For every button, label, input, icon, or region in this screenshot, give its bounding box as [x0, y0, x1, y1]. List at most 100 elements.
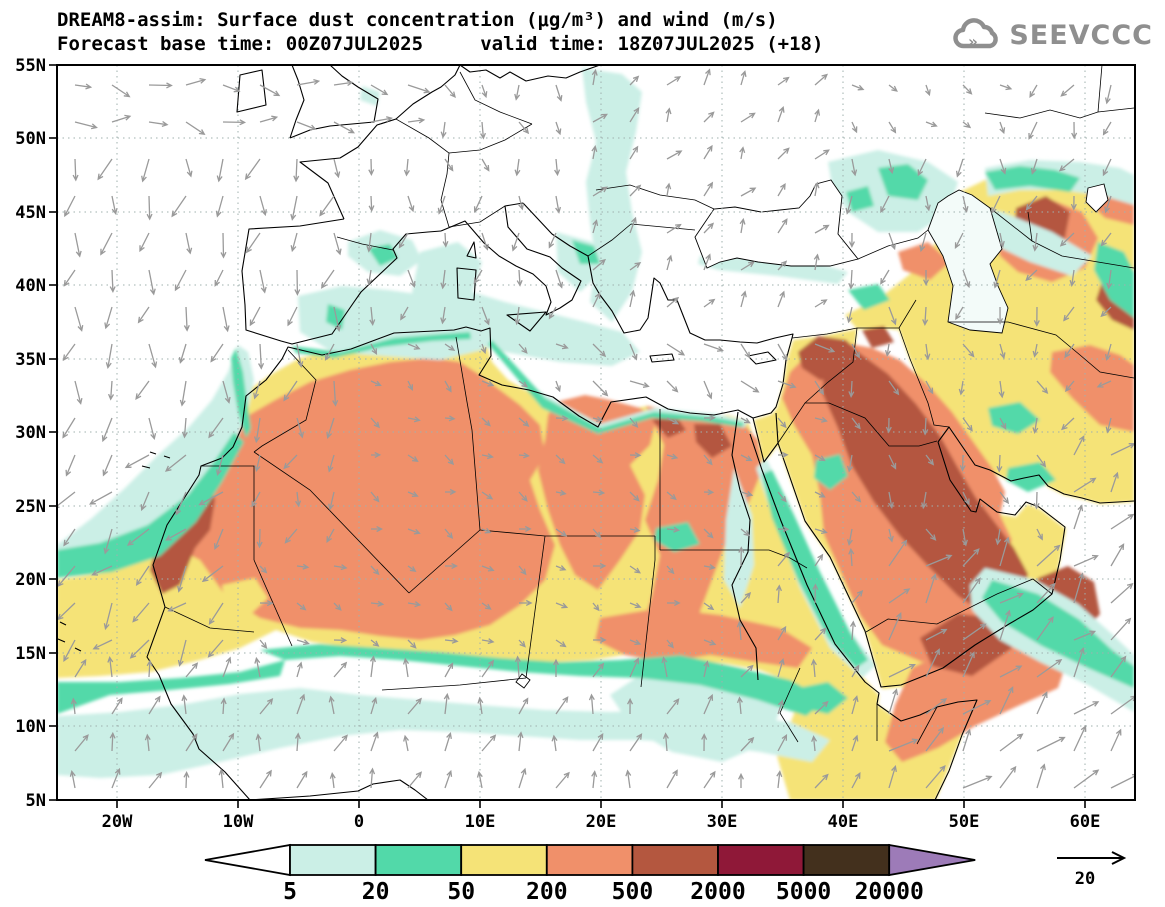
lat-tick-label: 55N [15, 56, 46, 76]
wind-arrow [666, 491, 677, 501]
wind-arrow [962, 269, 971, 289]
wind-arrow [103, 528, 113, 555]
wind-arrow [259, 195, 267, 217]
wind-arrow [888, 84, 898, 92]
wind-arrow [74, 306, 84, 332]
wind-arrow [1063, 306, 1075, 322]
wind-arrow [592, 562, 607, 569]
wind-arrow [925, 726, 945, 752]
wind-arrow [848, 269, 855, 290]
wind-arrow [111, 195, 118, 215]
wind-arrow [740, 417, 751, 424]
wind-arrow [407, 565, 417, 573]
wind-arrow [185, 232, 193, 255]
wind-arrow [256, 528, 263, 549]
wind-arrow [296, 602, 307, 611]
wind-arrow [222, 732, 235, 752]
wind-arrow [185, 121, 206, 136]
wind-arrow [962, 343, 975, 358]
wind-arrow [216, 158, 224, 183]
wind-arrow [961, 528, 968, 547]
wind-arrow [124, 454, 150, 469]
wind-arrow [259, 697, 274, 715]
border-path [779, 667, 938, 745]
wind-arrow [1106, 269, 1113, 290]
wind-arrow [111, 84, 131, 98]
wind-arrow [249, 306, 261, 327]
reference-arrow-icon [1057, 851, 1127, 865]
wind-arrow [407, 454, 419, 462]
wind-arrow [407, 491, 419, 497]
wind-arrow [181, 694, 188, 715]
wind-arrow [333, 232, 342, 256]
wind-arrow [514, 306, 521, 326]
wind-arrow [703, 222, 715, 234]
colorbar-label: 5 [283, 879, 297, 905]
fill-region-c5 [652, 416, 686, 438]
wind-arrow [925, 454, 935, 466]
reference-arrow-label: 20 [1075, 869, 1095, 889]
wind-arrow [259, 269, 267, 294]
wind-arrow [444, 602, 453, 612]
wind-arrow [222, 656, 232, 678]
wind-arrow [177, 639, 187, 667]
axis-labels: 55N 50N 45N 40N 35N 30N 25N 20N 15N 10N 5N 20W 10W 0 1… [15, 56, 1100, 832]
wind-arrow [991, 195, 1001, 214]
colorbar-segment [631, 844, 719, 876]
wind-arrow [1036, 763, 1046, 789]
wind-arrow [333, 158, 341, 179]
colorbar-segment [460, 844, 548, 876]
wind-arrow [777, 290, 785, 308]
wind-arrow [703, 181, 714, 197]
wind-arrow [1033, 306, 1040, 327]
wind-arrow [480, 121, 487, 140]
wind-arrow [998, 232, 1005, 248]
wind-arrow [329, 772, 336, 789]
wind-arrow [851, 664, 860, 678]
wind-arrow [814, 553, 824, 567]
wind-arrow [777, 491, 787, 503]
wind-arrow [481, 491, 494, 500]
wind-arrow [407, 195, 415, 213]
wind-arrow [74, 83, 93, 90]
wind-arrow [370, 731, 379, 752]
wind-arrow [407, 771, 423, 789]
wind-arrow [293, 158, 300, 183]
wind-arrow [370, 343, 378, 355]
wind-arrow [999, 536, 1010, 567]
wind-arrow [885, 417, 892, 434]
wind-arrow [740, 343, 751, 359]
wind-arrow [1069, 269, 1076, 287]
fill-region-c1 [698, 256, 848, 284]
lat-tick-label: 15N [15, 644, 46, 664]
wind-arrow [244, 158, 261, 181]
wind-arrow [888, 121, 897, 134]
wind-arrow [319, 195, 335, 217]
fill-region-c1 [582, 68, 642, 322]
wind-arrow [592, 416, 604, 423]
border-path [448, 71, 533, 154]
wind-arrow [283, 454, 298, 470]
wind-arrow [740, 290, 747, 308]
wind-arrow [284, 528, 298, 544]
wind-arrow [666, 417, 680, 425]
wind-arrow [996, 454, 1003, 473]
wind-arrow [999, 84, 1013, 91]
coastline-path [146, 326, 754, 800]
wind-arrow [592, 258, 607, 271]
chart-subtitle: Forecast base time: 00Z07JUL2025 valid t… [57, 33, 824, 55]
wind-arrow [1061, 417, 1075, 431]
wind-arrow [1059, 232, 1075, 247]
wind-arrow [880, 195, 890, 214]
fill-region-c2 [982, 580, 1134, 688]
wind-arrow [174, 269, 187, 292]
wind-arrow [629, 565, 642, 574]
lon-tick-label: 20W [102, 812, 133, 832]
lake-outline [1085, 183, 1109, 213]
wind-arrow [999, 417, 1007, 430]
wind-arrow [999, 343, 1006, 360]
fill-region-c2 [848, 284, 890, 310]
wind-arrow [213, 528, 224, 551]
fill-region-c3 [222, 578, 268, 615]
fill-region-c2 [57, 432, 244, 578]
